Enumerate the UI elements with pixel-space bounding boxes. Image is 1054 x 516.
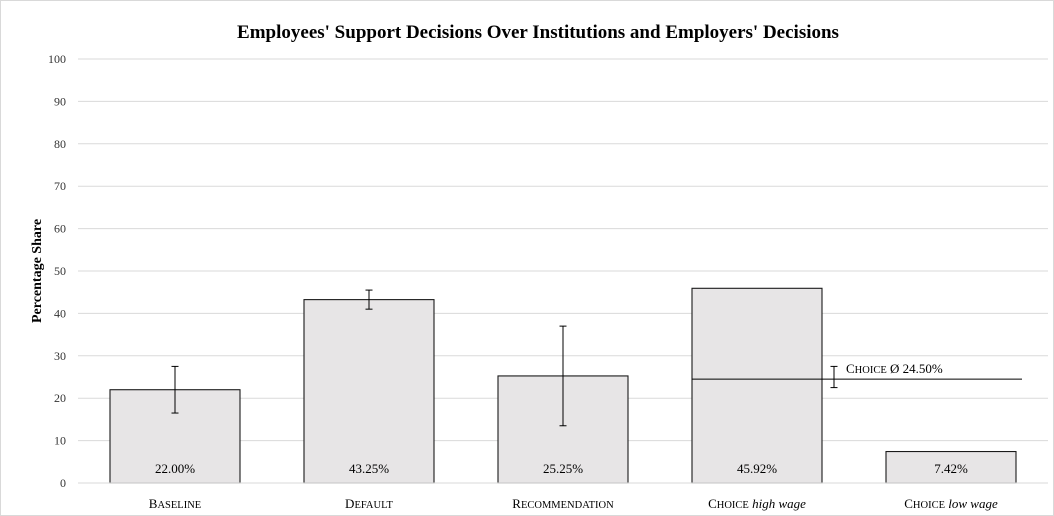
y-tick-label: 90 (54, 94, 66, 108)
y-tick-label: 40 (54, 306, 66, 320)
y-tick-label: 70 (54, 179, 66, 193)
y-tick-label: 0 (60, 476, 66, 490)
x-axis-categories: BASELINE DEFAULT RECOMMENDATION CHOICE high… (149, 496, 998, 511)
category-qualifier: low wage (945, 496, 998, 511)
category-initial: D (345, 496, 354, 511)
bar-value-label: 7.42% (934, 461, 968, 476)
category-initial: C (708, 496, 717, 511)
y-tick-label: 10 (54, 434, 66, 448)
y-tick-label: 50 (54, 264, 66, 278)
bar-value-label: 25.25% (543, 461, 583, 476)
category-qualifier: high wage (749, 496, 806, 511)
error-bar (559, 325, 567, 427)
y-tick-label: 30 (54, 349, 66, 363)
value-labels: 22.00% 43.25% 25.25% 45.92% 7.42% (155, 461, 968, 476)
bar (691, 287, 823, 484)
error-bars (171, 289, 567, 427)
reference-label-rest: HOICE (855, 365, 887, 376)
bar (885, 450, 1017, 484)
y-tick-label: 100 (48, 52, 66, 66)
category-rest: ECOMMENDATION (521, 500, 614, 511)
category-label: BASELINE (149, 496, 201, 511)
y-tick-label: 60 (54, 222, 66, 236)
y-tick-label: 80 (54, 137, 66, 151)
category-initial: R (512, 496, 521, 511)
bar (303, 299, 435, 484)
error-bar (171, 365, 179, 414)
bar-value-label: 45.92% (737, 461, 777, 476)
category-initial: C (904, 496, 913, 511)
reference-label-initial: C (846, 361, 855, 376)
y-tick-label: 20 (54, 391, 66, 405)
category-initial: B (149, 496, 158, 511)
y-axis-ticks: 0 10 20 30 40 50 60 70 80 90 100 (48, 52, 66, 490)
bar-value-label: 22.00% (155, 461, 195, 476)
category-rest: HOICE (717, 500, 749, 511)
chart-title: Employees' Support Decisions Over Instit… (237, 22, 839, 43)
category-label: RECOMMENDATION (512, 496, 614, 511)
category-rest: ASELINE (157, 500, 201, 511)
category-label: CHOICE low wage (904, 496, 998, 511)
reference-line-label: CHOICE Ø 24.50% (846, 361, 943, 376)
reference-line-group: CHOICE Ø 24.50% (692, 361, 1022, 389)
category-label: DEFAULT (345, 496, 393, 511)
category-rest: HOICE (913, 500, 945, 511)
bar-value-label: 43.25% (349, 461, 389, 476)
error-bar (365, 289, 373, 310)
reference-label-value: Ø 24.50% (887, 361, 943, 376)
y-axis-label: Percentage Share (30, 219, 45, 323)
category-rest: EFAULT (354, 500, 393, 511)
category-label: CHOICE high wage (708, 496, 806, 511)
